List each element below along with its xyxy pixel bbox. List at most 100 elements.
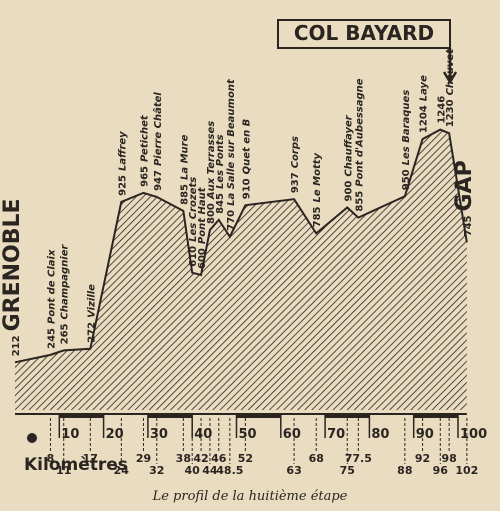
station-name: Corps: [290, 136, 301, 168]
station-label: 1230 Chauvet: [445, 48, 456, 127]
station-label: 245 Pont de Claix: [46, 249, 57, 349]
station-name: Laffrey: [117, 131, 128, 171]
km-label: 29: [136, 452, 151, 465]
station-name: Les Baraques: [401, 90, 412, 166]
km-label: 46: [211, 452, 227, 465]
station-altitude: 265: [60, 323, 71, 344]
station-name: GAP: [452, 160, 477, 211]
station-name: La Salle sur Beaumont: [226, 78, 237, 206]
station-name: Chauvet: [445, 48, 456, 96]
chart-title: COL BAYARD: [294, 21, 434, 45]
station-altitude: 925: [117, 175, 128, 196]
station-name: Pont Haut: [197, 186, 208, 244]
origin-dot: [27, 433, 37, 443]
km-label: 17: [83, 452, 98, 465]
station-name: Chauffayer: [343, 114, 354, 176]
station-altitude: 947: [153, 170, 164, 191]
x-tick-label: 60: [283, 427, 301, 442]
station-name: Laye: [419, 75, 430, 101]
station-altitude: 885: [179, 184, 190, 205]
km-label: 24: [114, 464, 130, 477]
station-label: 1204 Laye: [419, 75, 430, 133]
station-label: 925 Laffrey: [117, 131, 128, 196]
station-name: Vizille: [86, 284, 97, 318]
station-name: Les Crozets: [188, 177, 199, 242]
km-label: 63: [286, 464, 301, 477]
station-label: 600 Pont Haut: [197, 186, 208, 269]
station-name: Pierre Châtel: [152, 92, 164, 166]
km-label: 42: [193, 452, 208, 465]
station-altitude: 845: [215, 193, 226, 214]
x-tick-label: 10: [61, 427, 79, 442]
station-name: Les Ponts: [215, 134, 226, 189]
title-arrow: [442, 48, 458, 85]
station-label: 937 Corps: [290, 136, 301, 193]
station-label: 845 Les Ponts: [215, 134, 226, 214]
station-label: 265 Champagnier: [60, 243, 71, 344]
station-name: Le Motty: [312, 152, 323, 202]
km-label: 96: [433, 464, 449, 477]
km-label: 40: [185, 464, 201, 477]
station-label: 770 La Salle sur Beaumont: [226, 78, 237, 231]
km-label: 52: [238, 452, 253, 465]
x-tick-label: 70: [327, 427, 345, 442]
station-label: 212 GRENOBLE: [0, 198, 25, 356]
station-altitude: 745: [463, 215, 474, 236]
station-label: 947 Pierre Châtel: [152, 92, 164, 191]
x-tick-label: 90: [416, 427, 434, 442]
x-tick-label: 20: [106, 427, 124, 442]
station-altitude: 1246: [436, 96, 447, 124]
km-label: 44: [202, 464, 218, 477]
km-label: 11: [56, 464, 71, 477]
station-altitude: 785: [312, 206, 323, 227]
x-axis-label: Kilomètres: [24, 455, 128, 475]
station-label: 745 GAP: [452, 160, 477, 236]
station-label: 610 Les Crozets: [188, 177, 199, 267]
station-altitude: 855: [354, 191, 365, 212]
station-altitude: 770: [226, 210, 237, 231]
km-label: 75: [340, 464, 355, 477]
station-name: GRENOBLE: [0, 198, 25, 331]
station-altitude: 212: [11, 335, 22, 356]
x-tick-label: 80: [371, 427, 389, 442]
station-label: 885 La Mure: [179, 134, 190, 204]
profile-line: [14, 128, 468, 364]
km-label: 92: [415, 452, 430, 465]
km-label: 38: [176, 452, 191, 465]
station-name: Pont d'Aubessagne: [354, 78, 365, 187]
km-label: 88: [397, 464, 412, 477]
station-label: 785 Le Motty: [312, 152, 323, 227]
station-label: 800 Aux Terrasses: [206, 121, 217, 224]
station-altitude: 600: [197, 248, 208, 269]
station-label: 910 Quet en B: [241, 119, 252, 200]
station-name: Champagnier: [60, 243, 71, 319]
km-label: 48.5: [216, 464, 243, 477]
km-label: 8: [47, 452, 55, 465]
station-name: Pont de Claix: [46, 249, 57, 324]
station-altitude: 800: [206, 203, 217, 224]
km-label: 77.5: [345, 452, 372, 465]
station-altitude: 1204: [419, 105, 430, 133]
station-label: 855 Pont d'Aubessagne: [354, 78, 365, 211]
caption: Le profil de la huitième étape: [152, 489, 348, 504]
station-label: 950 Les Baraques: [401, 90, 412, 191]
station-name: Quet en B: [241, 119, 252, 175]
station-altitude: 950: [401, 169, 412, 190]
km-label: 98: [441, 452, 456, 465]
x-tick-label: 50: [239, 427, 257, 442]
station-altitude: 900: [343, 181, 354, 202]
x-tick-label: 100: [460, 427, 487, 442]
station-name: Petichet: [139, 114, 150, 162]
station-label: 965 Petichet: [139, 114, 150, 187]
x-tick-label: 30: [150, 427, 168, 442]
station-label: 1246: [436, 96, 447, 124]
x-tick-label: 40: [194, 427, 212, 442]
station-name: La Mure: [179, 134, 190, 180]
station-altitude: 937: [290, 172, 301, 193]
km-label: 32: [149, 464, 164, 477]
station-altitude: 245: [46, 328, 57, 349]
station-altitude: 272: [86, 322, 97, 343]
km-label: 68: [309, 452, 324, 465]
title-box: [277, 19, 451, 49]
